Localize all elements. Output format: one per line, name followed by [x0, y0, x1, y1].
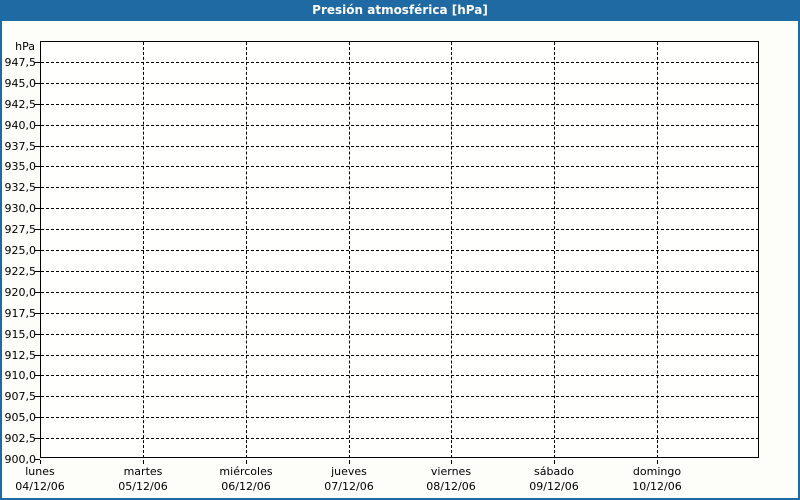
x-axis-tick — [554, 460, 555, 464]
y-tick-label: 935,0 — [4, 160, 37, 173]
x-tick-date: 08/12/06 — [426, 480, 476, 493]
y-tick-label: 905,0 — [4, 411, 37, 424]
x-tick-label: jueves 07/12/06 — [297, 464, 401, 494]
x-tick-label: lunes 04/12/06 — [0, 464, 92, 494]
x-tick-date: 04/12/06 — [15, 480, 65, 493]
x-tick-day-name: lunes — [25, 465, 55, 478]
x-tick-label: viernes 08/12/06 — [399, 464, 503, 494]
x-tick-date: 05/12/06 — [118, 480, 168, 493]
y-tick-label: 940,0 — [4, 119, 37, 132]
x-tick-date: 10/12/06 — [632, 480, 682, 493]
y-tick-label: 917,5 — [4, 307, 37, 320]
x-tick-label: domingo 10/12/06 — [605, 464, 709, 494]
y-tick-label: 942,5 — [4, 98, 37, 111]
y-tick-label: 937,5 — [4, 140, 37, 153]
y-tick-label: 947,5 — [4, 56, 37, 69]
x-axis-tick — [349, 460, 350, 464]
y-tick-label: 900,0 — [4, 453, 37, 466]
x-tick-label: sábado 09/12/06 — [502, 464, 606, 494]
y-tick-label: 907,5 — [4, 390, 37, 403]
y-tick-label: 920,0 — [4, 286, 37, 299]
y-tick-label: 912,5 — [4, 349, 37, 362]
x-axis-tick — [246, 460, 247, 464]
x-tick-day-name: miércoles — [219, 465, 273, 478]
y-tick-label: 925,0 — [4, 244, 37, 257]
y-tick-label: 915,0 — [4, 328, 37, 341]
y-axis-unit-label: hPa — [15, 40, 35, 53]
x-tick-label: martes 05/12/06 — [91, 464, 195, 494]
y-tick-label: 932,5 — [4, 181, 37, 194]
y-tick-label: 945,0 — [4, 77, 37, 90]
y-tick-label: 910,0 — [4, 369, 37, 382]
x-tick-day-name: viernes — [430, 465, 472, 478]
y-axis-tick — [35, 459, 40, 460]
x-axis-tick — [451, 460, 452, 464]
y-tick-label: 902,5 — [4, 432, 37, 445]
x-tick-day-name: jueves — [331, 465, 367, 478]
x-tick-label: miércoles 06/12/06 — [194, 464, 298, 494]
y-tick-label: 930,0 — [4, 202, 37, 215]
x-axis-tick — [143, 460, 144, 464]
x-tick-date: 07/12/06 — [324, 480, 374, 493]
y-tick-label: 927,5 — [4, 223, 37, 236]
x-tick-date: 09/12/06 — [529, 480, 579, 493]
x-tick-date: 06/12/06 — [221, 480, 271, 493]
x-axis-tick — [657, 460, 658, 464]
plot-area — [40, 41, 759, 458]
x-tick-day-name: martes — [123, 465, 163, 478]
x-tick-day-name: domingo — [632, 465, 682, 478]
chart-title: Presión atmosférica [hPa] — [312, 3, 488, 17]
x-tick-day-name: sábado — [534, 465, 574, 478]
x-axis-tick — [40, 460, 41, 464]
chart-title-bar: Presión atmosférica [hPa] — [0, 0, 800, 21]
y-tick-label: 922,5 — [4, 265, 37, 278]
